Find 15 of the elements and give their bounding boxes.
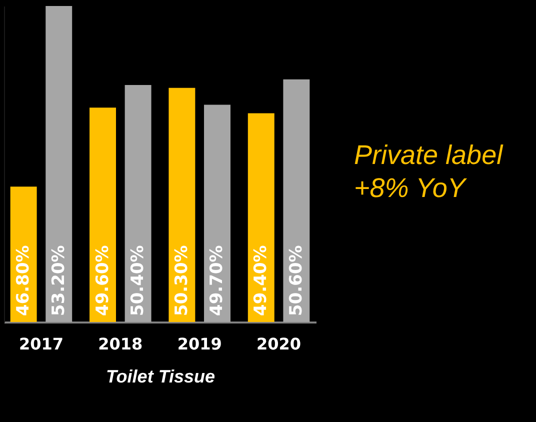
x-tick-label: 2017 [18, 334, 64, 354]
data-label: 46.80% [14, 245, 34, 316]
data-label: 49.60% [92, 245, 113, 316]
data-label: 49.40% [251, 245, 272, 316]
text: +8% YoY [354, 173, 468, 203]
data-label: 49.70% [207, 245, 228, 316]
data-label: 53.20% [48, 245, 69, 316]
data-label: 50.40% [128, 245, 148, 316]
text: Private label [354, 140, 504, 170]
x-axis-title: Toilet Tissue [106, 366, 216, 386]
x-tick-label: 2018 [98, 334, 143, 354]
x-tick-label: 2020 [256, 334, 302, 354]
x-tick-label: 2019 [177, 334, 222, 354]
data-label: 50.60% [286, 245, 306, 316]
data-label: 50.30% [172, 245, 192, 316]
